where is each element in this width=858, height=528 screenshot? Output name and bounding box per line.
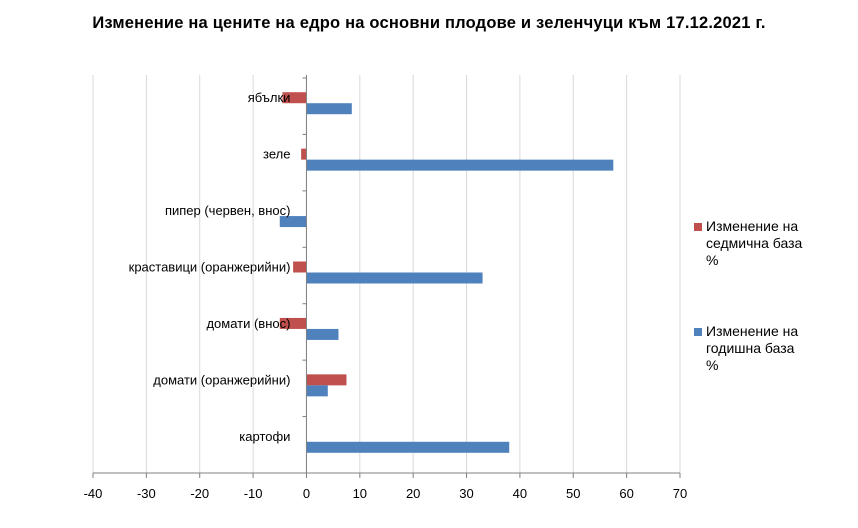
legend-item-annual: Изменение на годишна база % — [694, 323, 836, 374]
bar-annual — [306, 328, 339, 340]
x-tick-label: 40 — [513, 486, 527, 501]
legend-swatch-weekly — [694, 223, 702, 231]
legend-line: % — [706, 357, 719, 373]
tick-labels: -40 -30 -20 -10 0 10 20 30 40 50 60 70 — [84, 486, 688, 501]
bar-weekly — [279, 317, 307, 329]
bar-annual — [306, 272, 483, 284]
bar-annual — [306, 103, 352, 115]
x-tick-label: -10 — [244, 486, 263, 501]
bars — [279, 92, 614, 453]
legend-swatch-annual — [694, 328, 702, 336]
category-label: домати (внос) — [206, 316, 290, 331]
bar-weekly — [293, 261, 307, 273]
bar-annual — [306, 385, 328, 397]
legend-line: годишна база — [706, 340, 795, 356]
x-tick-label: 30 — [459, 486, 473, 501]
bar-annual — [306, 441, 510, 453]
x-tick-label: -30 — [137, 486, 156, 501]
x-tick-label: 60 — [619, 486, 633, 501]
legend-label-annual: Изменение на годишна база % — [706, 323, 836, 374]
legend-line: % — [706, 252, 719, 268]
chart-title: Изменение на цените на едро на основни п… — [92, 14, 766, 32]
bar-weekly — [282, 92, 307, 104]
bar-annual — [279, 216, 307, 228]
x-tick-label: -20 — [190, 486, 209, 501]
legend-line: седмична база — [706, 235, 803, 251]
bar-annual — [306, 159, 614, 171]
category-labels: ябълки зеле пипер (червен, внос) краставици… — [129, 90, 291, 444]
legend-label-weekly: Изменение на седмична база % — [706, 218, 836, 269]
gridlines — [92, 75, 681, 473]
category-label: зеле — [263, 147, 290, 162]
category-label: краставици (оранжерийни) — [129, 260, 291, 275]
bar-weekly — [306, 374, 347, 386]
x-tick-label: 20 — [406, 486, 420, 501]
x-tick-label: 0 — [303, 486, 310, 501]
category-label: ябълки — [248, 90, 291, 105]
bar-weekly — [301, 148, 307, 160]
legend-line: Изменение на — [706, 323, 799, 339]
x-tick-label: 70 — [673, 486, 687, 501]
x-tick-label: 50 — [566, 486, 580, 501]
category-label: картофи — [239, 429, 290, 444]
axes — [92, 75, 681, 478]
category-label: домати (оранжерийни) — [153, 372, 290, 387]
legend-line: Изменение на — [706, 218, 799, 234]
x-tick-label: -40 — [84, 486, 103, 501]
x-tick-label: 10 — [353, 486, 367, 501]
category-label: пипер (червен, внос) — [165, 203, 291, 218]
legend-item-weekly: Изменение на седмична база % — [694, 218, 836, 269]
